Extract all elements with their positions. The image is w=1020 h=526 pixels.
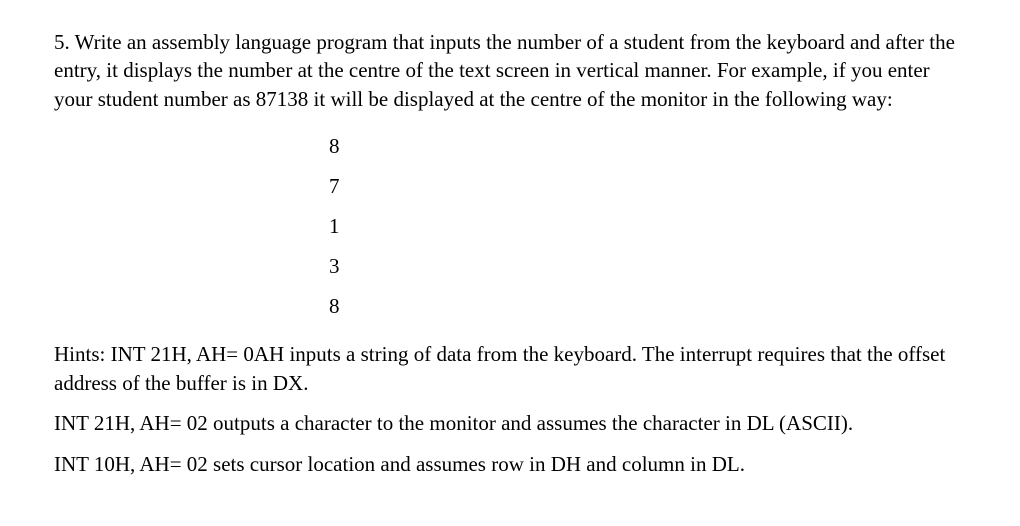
digit-row: 8 <box>329 127 966 167</box>
hint-line-2: INT 21H, AH= 02 outputs a character to t… <box>54 409 966 437</box>
digit-row: 8 <box>329 287 966 327</box>
digit-row: 3 <box>329 247 966 287</box>
question-text: 5. Write an assembly language program th… <box>54 28 966 113</box>
hint-line-1: Hints: INT 21H, AH= 0AH inputs a string … <box>54 340 966 397</box>
hint-line-3: INT 10H, AH= 02 sets cursor location and… <box>54 450 966 478</box>
digit-row: 1 <box>329 207 966 247</box>
digit-row: 7 <box>329 167 966 207</box>
vertical-digits-block: 8 7 1 3 8 <box>329 127 966 326</box>
